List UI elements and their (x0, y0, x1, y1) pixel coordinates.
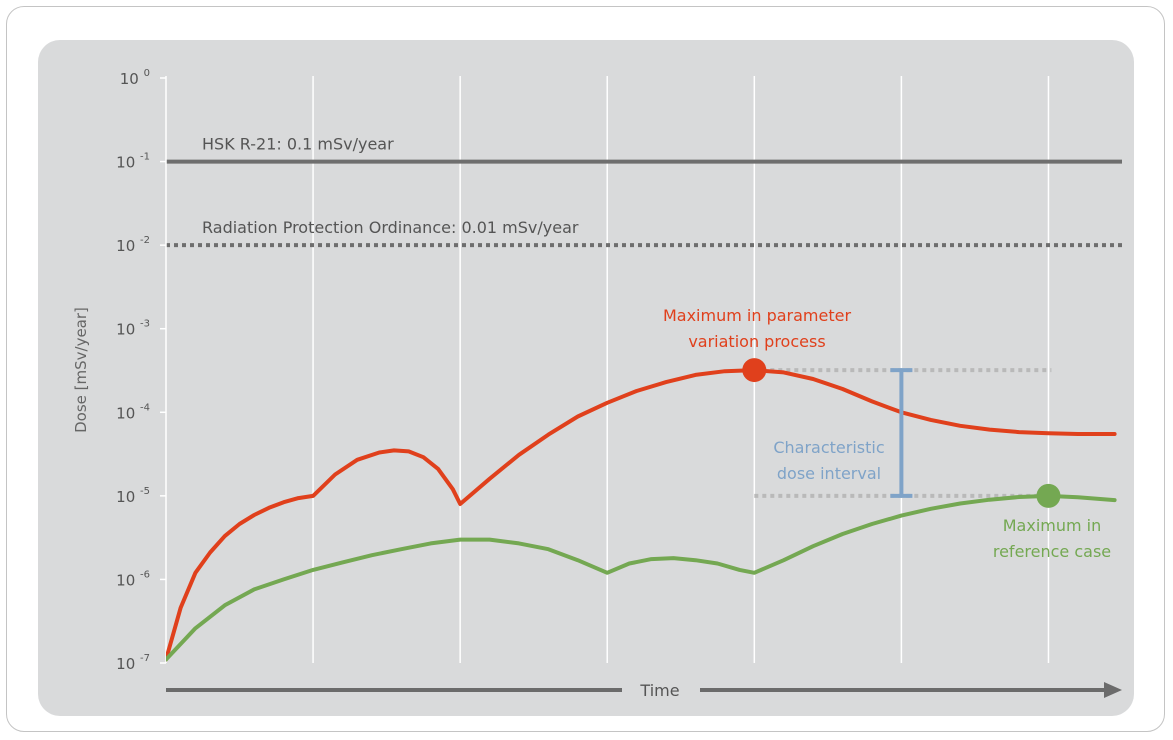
maximum-marker-2 (1036, 483, 1061, 508)
time-label: Time (639, 681, 679, 700)
plot-background (38, 40, 1134, 716)
y-tick-base: 10 (116, 237, 140, 255)
annotation-max-param-line2: variation process (688, 332, 825, 351)
annotation-max-param: Maximum in parameter variation process (663, 306, 851, 351)
y-tick-exponent: -2 (140, 235, 150, 246)
y-tick-label-0: 10 0 (120, 68, 150, 88)
y-tick-base: 10 (116, 404, 140, 422)
annotation-max-param-line1: Maximum in parameter (663, 306, 851, 325)
annotation-interval: Characteristic dose interval (773, 438, 884, 483)
y-tick-label-2: 10 -2 (116, 235, 150, 255)
reference-label-2: Radiation Protection Ordinance: 0.01 mSv… (202, 218, 579, 237)
y-tick-base: 10 (120, 70, 144, 88)
annotation-interval-line1: Characteristic (773, 438, 884, 457)
y-tick-exponent: -6 (140, 569, 150, 580)
series-layer (166, 368, 1117, 662)
reference-lines: HSK R-21: 0.1 mSv/year Radiation Protecti… (166, 135, 1122, 248)
y-tick-base: 10 (116, 655, 140, 673)
y-tick-exponent: -3 (140, 319, 150, 330)
y-tick-label-6: 10 -6 (116, 569, 150, 589)
maximum-marker-1 (742, 358, 767, 383)
y-tick-label-3: 10 -3 (116, 319, 150, 339)
y-axis-label: Dose [mSv/year] (72, 307, 90, 433)
annotation-interval-line2: dose interval (777, 464, 881, 483)
y-axis-ticks: 10 010 -110 -210 -310 -410 -510 -610 -7 (116, 68, 166, 673)
reference-label-1: HSK R-21: 0.1 mSv/year (202, 135, 394, 154)
y-tick-label-1: 10 -1 (116, 152, 150, 172)
maximum-markers (742, 358, 1061, 508)
series-line-1 (166, 368, 1117, 662)
y-tick-label-7: 10 -7 (116, 653, 150, 673)
time-arrow-head (1104, 682, 1122, 698)
y-tick-exponent: -1 (140, 152, 150, 163)
y-tick-base: 10 (116, 488, 140, 506)
y-tick-exponent: -4 (140, 402, 150, 413)
y-tick-base: 10 (116, 154, 140, 172)
y-tick-label-5: 10 -5 (116, 486, 150, 506)
time-axis: Time (166, 681, 1122, 700)
annotation-max-ref-line2: reference case (993, 542, 1111, 561)
y-tick-exponent: -7 (140, 653, 150, 664)
annotation-max-ref: Maximum in reference case (993, 516, 1111, 561)
y-tick-base: 10 (116, 571, 140, 589)
annotation-max-ref-line1: Maximum in (1003, 516, 1102, 535)
characteristic-interval-bar (890, 368, 913, 498)
y-tick-exponent: 0 (144, 68, 150, 79)
x-gridlines (312, 76, 1050, 663)
y-tick-base: 10 (116, 321, 140, 339)
series-line-2 (166, 493, 1117, 662)
y-tick-exponent: -5 (140, 486, 150, 497)
y-tick-label-4: 10 -4 (116, 402, 150, 422)
